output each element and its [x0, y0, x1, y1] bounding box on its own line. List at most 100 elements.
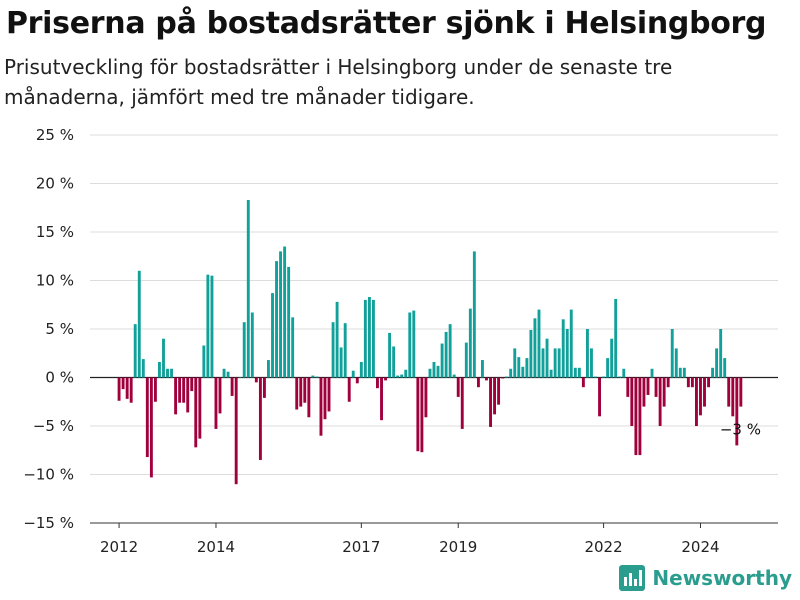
bar [275, 261, 278, 378]
bar [303, 377, 307, 403]
bar [650, 368, 654, 378]
x-tick-label: 2012 [100, 538, 138, 556]
bar [525, 358, 529, 378]
bar [339, 347, 343, 378]
bar [723, 358, 727, 378]
bar [614, 298, 618, 378]
bar [545, 338, 549, 378]
bar [412, 310, 416, 378]
bar [654, 377, 658, 397]
bar [424, 377, 428, 418]
bar [456, 377, 460, 397]
y-tick-label: −10 % [23, 466, 74, 484]
bar [678, 367, 682, 378]
y-tick-label: 5 % [45, 320, 74, 338]
bar [501, 377, 505, 379]
bar [432, 361, 436, 378]
bar [214, 377, 218, 429]
bar [715, 348, 719, 378]
bar [367, 296, 371, 378]
bar [485, 377, 488, 381]
bar [690, 377, 694, 388]
bar [335, 301, 339, 378]
bar [497, 377, 501, 405]
bar [210, 275, 214, 378]
bar [262, 377, 266, 398]
bar [529, 329, 533, 378]
bar [279, 251, 283, 378]
bar [194, 377, 198, 448]
bar [674, 348, 678, 378]
bar [254, 377, 258, 383]
bar [707, 377, 711, 388]
bar [149, 377, 153, 478]
bar [638, 377, 642, 456]
bar [521, 366, 525, 378]
annotations: −3 % [720, 421, 761, 439]
bar [186, 377, 190, 413]
bar [315, 376, 319, 378]
bar [384, 377, 387, 381]
bar [606, 358, 610, 378]
bar [695, 377, 698, 426]
bar [166, 368, 169, 378]
y-tick-label: 25 % [36, 126, 74, 144]
bar [271, 293, 274, 378]
bar [182, 377, 186, 403]
x-tick-label: 2019 [439, 538, 477, 556]
bar [428, 368, 432, 378]
bar [222, 368, 226, 378]
bar [505, 376, 509, 378]
bar [626, 377, 630, 397]
bar [569, 309, 573, 378]
bar [230, 377, 234, 396]
bar [533, 318, 537, 378]
bar [295, 377, 299, 410]
bar [190, 377, 194, 392]
bar [703, 377, 706, 407]
bar [319, 377, 323, 436]
bar [307, 377, 311, 418]
bar [258, 377, 262, 460]
bar [174, 377, 178, 415]
bar [634, 377, 638, 456]
bar [509, 368, 513, 378]
brand: Newsworthy [618, 564, 792, 592]
y-tick-label: −5 % [33, 417, 74, 435]
bar [392, 346, 396, 378]
bar [178, 377, 182, 403]
chart-subtitle: Prisutveckling för bostadsrätter i Helsi… [4, 55, 673, 109]
bar [331, 322, 335, 378]
bar [157, 361, 161, 378]
bar [602, 376, 606, 378]
bar [359, 361, 363, 378]
bar [238, 377, 242, 378]
bar [727, 377, 731, 407]
bar [581, 377, 585, 388]
bar [565, 329, 569, 378]
bars [117, 199, 743, 485]
bar [537, 309, 541, 378]
bar [145, 377, 149, 458]
bar [218, 377, 222, 414]
bar [246, 199, 250, 378]
bar [355, 377, 359, 384]
bar [440, 343, 444, 378]
bar [493, 377, 497, 415]
bar [553, 348, 557, 378]
bar [711, 367, 715, 378]
chart-title: Priserna på bostadsrätter sjönk i Helsin… [6, 6, 767, 41]
bar [242, 322, 246, 378]
bar [266, 360, 270, 378]
bar [351, 370, 355, 378]
newsworthy-logo-icon [619, 565, 646, 591]
y-tick-label: 10 % [36, 272, 74, 290]
bar [682, 367, 686, 378]
bar [622, 368, 626, 378]
bar [283, 246, 287, 378]
bar [420, 377, 424, 453]
bar [735, 377, 739, 446]
bar [129, 377, 133, 403]
y-tick-label: 15 % [36, 223, 74, 241]
